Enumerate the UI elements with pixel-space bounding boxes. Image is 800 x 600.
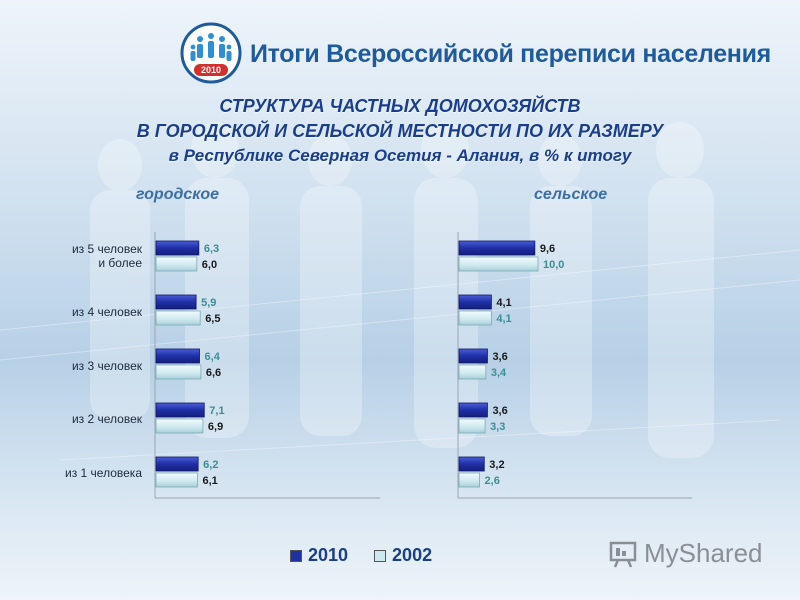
legend-label-2010: 2010 [308, 545, 349, 565]
panel-label-rural: сельское [534, 186, 608, 203]
chart-title-line-3: в Республике Северная Осетия - Алания, в… [168, 146, 632, 165]
bar-1-2002-0 [458, 256, 539, 272]
value-label-1-2010-3: 3,6 [492, 405, 507, 417]
value-label-0-2010-4: 6,2 [203, 459, 218, 471]
bar-0-2002-0 [155, 256, 198, 272]
value-label-0-2010-3: 7,1 [209, 405, 224, 417]
bar-1-2002-3 [458, 418, 486, 434]
category-label-5plus: из 5 человек и более [71, 242, 142, 270]
presentation-icon [609, 541, 637, 567]
legend-label-2002: 2002 [392, 545, 433, 565]
value-label-0-2002-1: 6,5 [205, 313, 220, 325]
value-label-0-2002-4: 6,1 [202, 475, 217, 487]
legend: 2010 2002 [290, 545, 432, 566]
bar-0-2002-2 [155, 364, 202, 380]
logo-year: 2010 [201, 65, 221, 75]
bar-0-2002-1 [155, 310, 201, 326]
value-label-1-2002-1: 4,1 [496, 313, 511, 325]
bar-1-2002-1 [458, 310, 492, 326]
value-label-0-2002-3: 6,9 [208, 421, 223, 433]
category-label-1: из 1 человека [65, 466, 142, 480]
legend-swatch-2002 [374, 549, 387, 562]
value-label-0-2002-0: 6,0 [202, 259, 217, 271]
value-label-1-2010-0: 9,6 [540, 243, 555, 255]
value-label-0-2002-2: 6,6 [206, 367, 221, 379]
chart-title-line-2: В ГОРОДСКОЙ И СЕЛЬСКОЙ МЕСТНОСТИ ПО ИХ Р… [136, 121, 664, 141]
bar-0-2010-4 [155, 456, 199, 472]
panel-label-urban: городское [136, 186, 220, 203]
legend-item-2002: 2002 [374, 545, 432, 566]
value-label-1-2010-1: 4,1 [496, 297, 511, 309]
value-label-1-2002-2: 3,4 [491, 367, 507, 379]
bar-0-2010-0 [155, 240, 200, 256]
watermark: MyShared [608, 538, 763, 569]
bar-1-2010-1 [458, 294, 492, 310]
value-label-1-2002-3: 3,3 [490, 421, 505, 433]
bar-0-2010-3 [155, 402, 205, 418]
bar-1-2010-2 [458, 348, 488, 364]
value-label-0-2010-1: 5,9 [201, 297, 216, 309]
value-label-0-2010-2: 6,4 [205, 351, 221, 363]
legend-item-2010: 2010 [290, 545, 348, 566]
legend-swatch-2010 [290, 549, 302, 562]
census-logo: 2010 [180, 22, 242, 84]
bar-1-2010-0 [458, 240, 536, 256]
bar-0-2010-2 [155, 348, 200, 364]
value-label-1-2002-0: 10,0 [543, 259, 564, 271]
value-label-1-2002-4: 2,6 [485, 475, 500, 487]
bar-1-2002-2 [458, 364, 487, 380]
category-label-4: из 4 человек [71, 305, 142, 319]
bar-1-2002-4 [458, 472, 480, 488]
bar-0-2002-4 [155, 472, 198, 488]
category-label-3: из 3 человек [71, 359, 142, 373]
header-title: Итоги Всероссийской переписи населения [250, 40, 771, 68]
chart-title-line-1: СТРУКТУРА ЧАСТНЫХ ДОМОХОЗЯЙСТВ [219, 96, 581, 116]
value-label-0-2010-0: 6,3 [204, 243, 219, 255]
value-label-1-2010-2: 3,6 [492, 351, 507, 363]
bar-1-2010-3 [458, 402, 488, 418]
bar-0-2010-1 [155, 294, 197, 310]
bar-0-2002-3 [155, 418, 204, 434]
category-label-2: из 2 человек [71, 412, 142, 426]
bar-1-2010-4 [458, 456, 485, 472]
watermark-text: MyShared [644, 538, 763, 568]
value-label-1-2010-4: 3,2 [489, 459, 504, 471]
